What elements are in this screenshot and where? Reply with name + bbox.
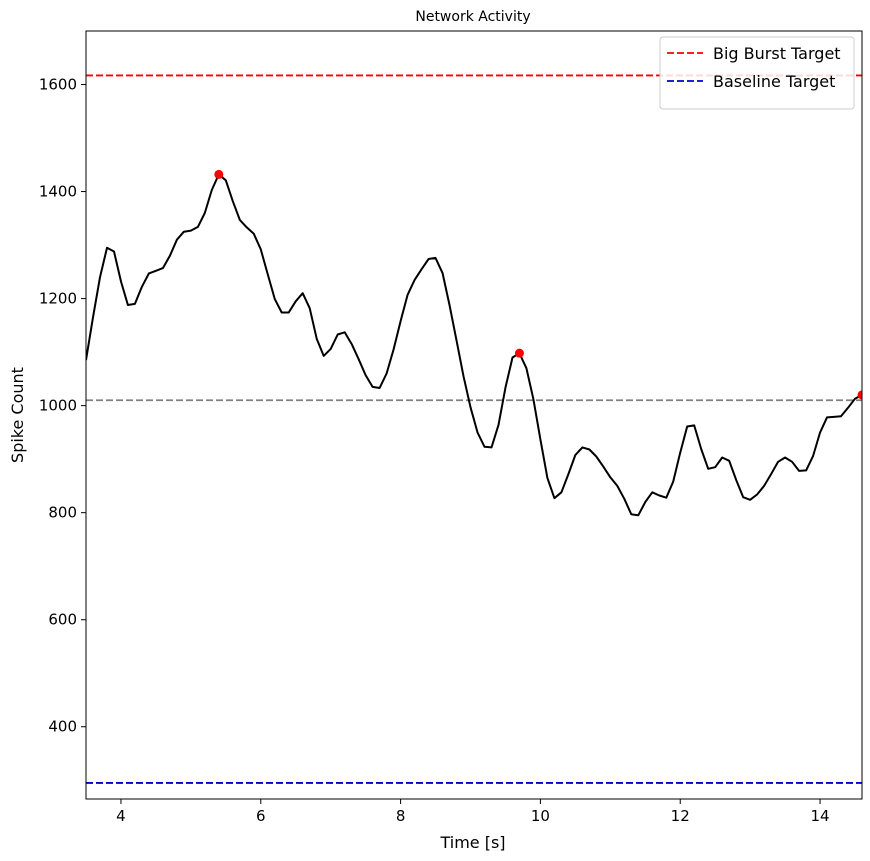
legend-box: [659, 36, 855, 110]
x-tick-label: 14: [811, 807, 830, 825]
x-tick-label: 6: [256, 807, 266, 825]
y-tick-label: 1600: [39, 76, 77, 94]
peak-marker-3: [857, 390, 862, 400]
x-tick-label: 10: [531, 807, 550, 825]
y-tick-label: 800: [48, 504, 77, 522]
x-tick-label: 12: [671, 807, 690, 825]
plot-frame: [85, 30, 863, 800]
legend: Big Burst Target Baseline Target: [659, 36, 855, 110]
legend-label: Baseline Target: [713, 72, 835, 91]
x-axis-label: Time [s]: [439, 833, 505, 852]
x-tick-label: 8: [396, 807, 406, 825]
y-axis-label: Spike Count: [8, 367, 27, 463]
peak-marker-1: [214, 169, 224, 179]
axis-ticks: 4 6 8 10 12 14 400 600 800 1000 1200 1400 1600: [39, 76, 830, 825]
y-tick-label: 1200: [39, 290, 77, 308]
y-tick-label: 1000: [39, 397, 77, 415]
y-tick-label: 400: [48, 718, 77, 736]
peak-marker-2: [514, 348, 524, 358]
y-tick-label: 1400: [39, 183, 77, 201]
x-tick-label: 4: [116, 807, 126, 825]
legend-label: Big Burst Target: [713, 44, 841, 63]
plot-layer: [86, 74, 862, 784]
chart-title: Network Activity: [415, 9, 530, 25]
series-line-1: [86, 173, 862, 517]
y-tick-label: 600: [48, 611, 77, 629]
